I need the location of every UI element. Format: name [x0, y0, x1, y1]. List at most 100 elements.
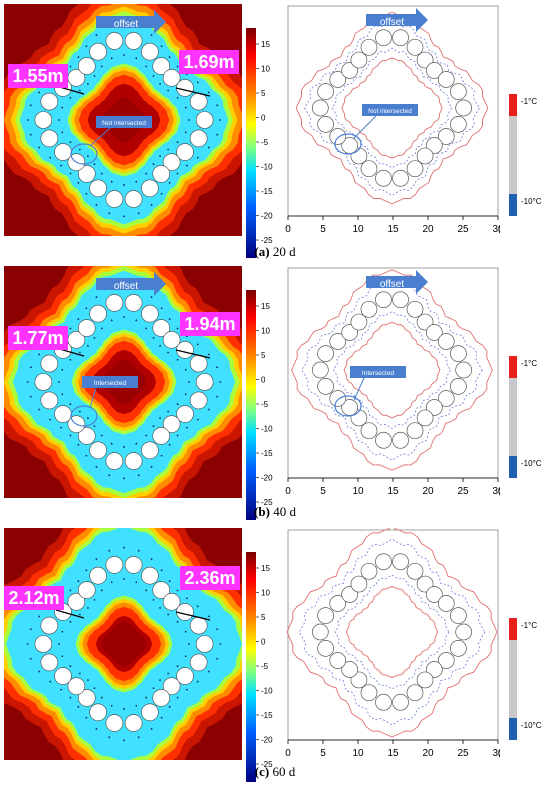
contour-minus10-inner: [331, 47, 453, 169]
pipe-dot: [61, 655, 64, 658]
pipe-dot: [38, 408, 41, 411]
pipe-dot: [69, 589, 72, 592]
pile-circle: [152, 319, 171, 337]
colorbar-tick-label: 5: [261, 89, 266, 98]
pipe-dot: [61, 131, 64, 134]
pile-circle: [34, 373, 53, 391]
pipe-dot: [216, 657, 219, 660]
pile-circle: [67, 677, 86, 695]
pipe-dot: [100, 172, 103, 175]
pile-circle: [406, 160, 424, 178]
colorbar: 15 10 5 0 -5 -10 -15 -20 -25: [244, 28, 284, 260]
pile-circle: [162, 69, 181, 87]
pile-circle: [406, 422, 424, 440]
pile-circle: [317, 345, 334, 362]
pipe-dot: [85, 45, 88, 48]
callout: Not intersected: [334, 104, 418, 155]
colorbar-tick-label: -20: [261, 736, 273, 745]
pipe-dot: [29, 366, 32, 369]
x-tick-label: 30: [492, 224, 500, 235]
callout-label: Not intersected: [368, 108, 412, 115]
x-tick-label: 30: [492, 486, 500, 497]
panel-c: 2.12m 2.36m 15 10 5 0 -5 -10 -15 -20 -25 0 5 10 15 20…: [0, 524, 550, 783]
pipe-dot: [185, 164, 188, 167]
label-box: [4, 586, 64, 610]
pile-circle: [392, 431, 409, 449]
caption-b: (b) 40 d: [254, 504, 296, 519]
pipe-dot: [188, 643, 190, 645]
pile-circle: [105, 556, 124, 574]
colorbar-tick-label: -25: [261, 236, 273, 245]
pipe-dot: [167, 613, 170, 616]
pile-circle: [40, 616, 59, 635]
colorbar-tick-label: 10: [261, 327, 270, 336]
pile-circle: [105, 32, 124, 50]
pipe-dot: [78, 89, 81, 92]
pile-circle: [425, 586, 443, 603]
colorbar-tick-label: -5: [261, 400, 269, 409]
label-text: 1.77m: [12, 328, 63, 348]
pipe-dot: [26, 381, 29, 383]
pile-circle: [54, 405, 72, 423]
offset-label: offset: [114, 281, 138, 292]
colorbar-tick-label: 15: [261, 40, 270, 49]
colorbar-tick-label: 10: [261, 589, 270, 598]
pipe-dot: [135, 319, 138, 322]
x-tick-label: 20: [422, 748, 434, 759]
x-tick-label: 0: [285, 486, 291, 497]
pipe-dot: [95, 465, 98, 468]
pipe-dot: [58, 119, 60, 121]
callout-leader: [353, 115, 377, 139]
pipe-dot: [87, 417, 89, 419]
pile-circle: [189, 653, 208, 672]
pipe-dot: [58, 381, 60, 383]
pipe-dot: [176, 65, 179, 68]
pile-circle: [329, 652, 347, 669]
pile-circle: [176, 603, 194, 621]
pipe-dot: [78, 351, 81, 354]
contour-plot: 0 5 10 15 20 25 30(m) offset Not intersected: [284, 4, 500, 262]
x-tick-label: 10: [352, 224, 364, 235]
pipe-dot: [95, 203, 98, 206]
pipe-dot: [176, 141, 179, 144]
colorbar-tick-label: -20: [261, 212, 273, 221]
pipe-dot: [93, 687, 96, 690]
pipe-dot: [85, 307, 88, 310]
pile-circle: [152, 689, 171, 707]
pipe-dot: [176, 696, 179, 699]
contour-minus10-inner: [333, 311, 451, 429]
thermal-band: [101, 621, 147, 667]
pipe-dot: [159, 155, 161, 157]
pipe-dot: [145, 696, 148, 699]
pipe-dot: [85, 454, 88, 457]
pipe-dot: [137, 474, 140, 477]
pile-circle: [416, 671, 434, 689]
x-tick-label: 25: [457, 748, 469, 759]
pile-circle: [189, 92, 208, 111]
thickness-label-right: 2.36m: [180, 566, 240, 590]
pipe-dot: [110, 57, 113, 60]
pipe-dot: [69, 434, 72, 437]
legend-label-minus10: -10°C: [521, 721, 542, 730]
pile-circle: [406, 300, 424, 318]
arrow-shape: [366, 270, 428, 294]
colorbar-tick-label: 0: [261, 376, 266, 385]
thickness-label-left: 2.12m: [4, 586, 64, 610]
pipe-dot: [87, 607, 89, 609]
pipe-dot: [184, 393, 187, 396]
pile-circle: [329, 390, 347, 407]
thickness-line-right: [175, 611, 211, 621]
colorbar: 15 10 5 0 -5 -10 -15 -20 -25: [244, 290, 284, 522]
pile-circle: [124, 452, 143, 470]
pipe-dot: [123, 546, 125, 549]
pipe-dot: [29, 628, 32, 631]
pile-circle: [455, 623, 473, 641]
pile-circle: [89, 441, 107, 460]
pile-circle: [350, 575, 368, 593]
pipe-dot: [207, 353, 210, 356]
pipe-dot: [38, 670, 41, 673]
pile-circle: [176, 143, 194, 161]
pile-circle: [105, 714, 124, 732]
pipe-dot: [78, 613, 81, 616]
pile-circle: [329, 333, 347, 350]
